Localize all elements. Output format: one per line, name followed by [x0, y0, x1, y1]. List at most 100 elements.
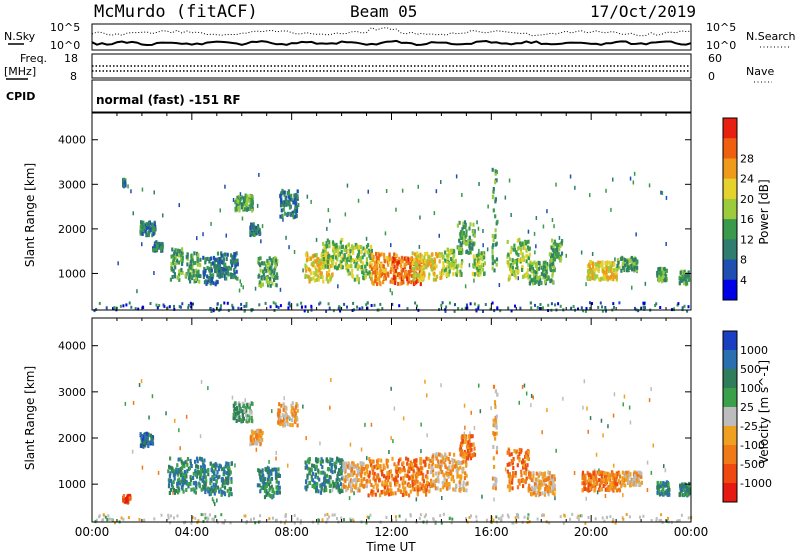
echo-cell — [267, 482, 271, 487]
echo-cell — [372, 270, 375, 275]
ground-scatter-cell — [445, 305, 448, 309]
echo-cell — [272, 487, 275, 492]
echo-cell — [512, 471, 515, 476]
echo-cell — [277, 480, 280, 485]
ground-scatter-cell — [687, 305, 690, 309]
echo-cell — [459, 477, 462, 482]
echo-cell — [400, 255, 404, 260]
echo-cell — [245, 202, 249, 207]
echo-cell — [510, 245, 513, 250]
ground-scatter-cell — [406, 307, 409, 311]
scatter-cell — [360, 447, 363, 452]
echo-cell — [259, 231, 262, 236]
echo-cell — [176, 258, 179, 263]
echo-cell — [261, 471, 264, 476]
echo-cell — [143, 440, 146, 445]
echo-cell — [376, 488, 379, 493]
echo-cell — [418, 487, 421, 492]
ground-scatter-cell — [506, 513, 509, 517]
echo-cell — [664, 278, 667, 283]
echo-cell — [559, 243, 562, 248]
ground-scatter-cell — [676, 519, 679, 523]
ground-scatter-cell — [343, 518, 345, 522]
echo-cell — [444, 481, 447, 486]
echo-cell — [145, 439, 148, 444]
echo-cell — [686, 281, 689, 286]
echo-cell — [336, 476, 339, 481]
echo-cell — [393, 264, 396, 269]
echo-cell — [251, 198, 254, 203]
echo-cell — [290, 418, 294, 423]
echo-cell — [398, 483, 401, 488]
echo-cell — [602, 276, 605, 281]
echo-cell — [420, 258, 423, 263]
echo-cell — [328, 240, 331, 245]
echo-cell — [588, 265, 591, 270]
echo-cell — [531, 485, 534, 490]
echo-cell — [143, 222, 146, 227]
echo-cell — [381, 480, 384, 485]
echo-cell — [406, 273, 409, 278]
echo-cell — [391, 456, 394, 461]
scatter-cell — [650, 387, 652, 392]
echo-cell — [525, 259, 528, 264]
echo-cell — [210, 490, 213, 495]
echo-cell — [495, 478, 498, 483]
echo-cell — [535, 278, 538, 283]
echo-cell — [201, 459, 205, 464]
echo-cell — [535, 471, 538, 476]
echo-cell — [581, 481, 584, 486]
echo-cell — [418, 257, 421, 262]
echo-cell — [622, 265, 625, 270]
echo-cell — [145, 431, 148, 436]
echo-cell — [209, 281, 212, 286]
echo-cell — [263, 276, 266, 281]
echo-cell — [544, 490, 547, 494]
echo-cell — [210, 262, 213, 266]
echo-cell — [453, 253, 456, 258]
echo-cell — [450, 477, 453, 482]
echo-cell — [383, 276, 386, 280]
echo-cell — [329, 457, 332, 462]
echo-cell — [472, 263, 475, 268]
echo-cell — [350, 488, 353, 493]
echo-cell — [447, 272, 450, 277]
echo-cell — [411, 261, 414, 265]
echo-cell — [395, 275, 398, 280]
echo-cell — [424, 462, 427, 467]
echo-cell — [514, 473, 517, 478]
echo-cell — [368, 479, 371, 484]
ground-scatter-cell — [245, 521, 248, 525]
scatter-cell — [650, 470, 653, 475]
echo-cell — [458, 251, 461, 255]
echo-cell — [188, 266, 191, 271]
echo-cell — [453, 452, 456, 457]
echo-cell — [516, 265, 519, 270]
echo-cell — [412, 465, 415, 470]
echo-cell — [629, 481, 632, 486]
echo-cell — [395, 258, 399, 263]
echo-cell — [263, 261, 266, 266]
ground-scatter-cell — [379, 302, 382, 306]
scatter-cell — [255, 447, 258, 452]
echo-cell — [327, 270, 330, 275]
echo-cell — [436, 464, 439, 469]
echo-cell — [144, 435, 147, 440]
echo-cell — [253, 229, 256, 234]
echo-cell — [393, 281, 397, 285]
echo-cell — [337, 483, 340, 488]
echo-cell — [190, 263, 193, 268]
echo-cell — [315, 259, 319, 264]
echo-cell — [256, 483, 259, 488]
echo-cell — [286, 418, 289, 423]
echo-cell — [468, 447, 471, 452]
ground-scatter-cell — [439, 514, 442, 518]
ground-scatter-cell — [166, 306, 169, 310]
scatter-cell — [302, 404, 304, 409]
ground-scatter-cell — [243, 309, 246, 313]
echo-cell — [375, 466, 378, 471]
ground-scatter-cell — [677, 519, 680, 523]
ground-scatter-cell — [391, 302, 394, 306]
echo-cell — [409, 261, 412, 266]
echo-cell — [279, 422, 282, 427]
